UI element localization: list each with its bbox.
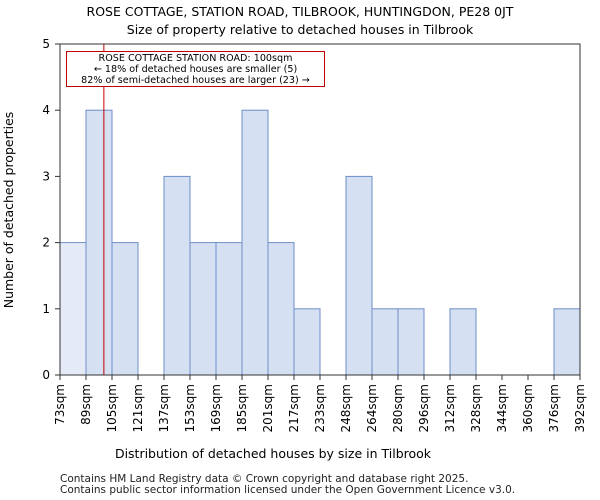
x-tick-label: 360sqm xyxy=(521,384,535,432)
x-tick-label: 137sqm xyxy=(157,384,171,432)
y-tick-label: 4 xyxy=(42,103,50,117)
histogram-bar xyxy=(111,242,139,376)
plot-frame xyxy=(59,43,581,376)
x-tick-label: 280sqm xyxy=(391,384,405,432)
x-tick-label: 376sqm xyxy=(547,384,561,432)
histogram-bar xyxy=(59,242,87,376)
histogram-bar xyxy=(267,242,295,376)
histogram-bar xyxy=(345,175,373,376)
x-tick-label: 217sqm xyxy=(287,384,301,432)
annotation-line-2: ← 18% of detached houses are smaller (5) xyxy=(93,64,298,75)
x-tick-label: 233sqm xyxy=(313,384,327,432)
x-tick-label: 201sqm xyxy=(261,384,275,432)
x-tick-label: 73sqm xyxy=(53,384,67,425)
chart-subtitle: Size of property relative to detached ho… xyxy=(127,22,474,37)
annotation-box: ROSE COTTAGE STATION ROAD: 100sqm ← 18% … xyxy=(66,51,325,87)
x-tick-label: 296sqm xyxy=(417,384,431,432)
y-axis-label: Number of detached properties xyxy=(1,112,16,309)
histogram-bar xyxy=(397,308,425,376)
x-tick-label: 169sqm xyxy=(209,384,223,432)
histogram-bar xyxy=(163,175,191,376)
x-tick-label: 105sqm xyxy=(105,384,119,432)
histogram-bar xyxy=(449,308,477,376)
y-tick-label: 1 xyxy=(42,302,50,316)
histogram-bar xyxy=(241,109,269,376)
histogram-bar xyxy=(189,242,217,376)
x-tick-label: 264sqm xyxy=(365,384,379,432)
y-tick-label: 3 xyxy=(42,169,50,183)
y-tick-label: 5 xyxy=(42,37,50,51)
x-tick-label: 312sqm xyxy=(443,384,457,432)
y-tick-label: 0 xyxy=(42,368,50,382)
annotation-line-1: ROSE COTTAGE STATION ROAD: 100sqm xyxy=(98,53,293,64)
x-tick-label: 185sqm xyxy=(235,384,249,432)
x-tick-label: 392sqm xyxy=(573,384,587,432)
footer-line-2: Contains public sector information licen… xyxy=(60,484,516,496)
x-tick-label: 121sqm xyxy=(131,384,145,432)
x-tick-label: 328sqm xyxy=(469,384,483,432)
x-tick-label: 248sqm xyxy=(339,384,353,432)
histogram-bar xyxy=(371,308,399,376)
x-axis-label: Distribution of detached houses by size … xyxy=(115,446,432,461)
histogram-bar xyxy=(85,109,113,376)
histogram-bar xyxy=(293,308,321,376)
histogram-bar xyxy=(553,308,581,376)
y-tick-label: 2 xyxy=(42,236,50,250)
x-tick-label: 153sqm xyxy=(183,384,197,432)
x-tick-label: 89sqm xyxy=(79,384,93,425)
x-tick-label: 344sqm xyxy=(495,384,509,432)
annotation-line-3: 82% of semi-detached houses are larger (… xyxy=(81,75,310,86)
chart-title: ROSE COTTAGE, STATION ROAD, TILBROOK, HU… xyxy=(87,4,514,19)
histogram-bar xyxy=(215,242,243,376)
footer-line-1: Contains HM Land Registry data © Crown c… xyxy=(60,473,469,485)
